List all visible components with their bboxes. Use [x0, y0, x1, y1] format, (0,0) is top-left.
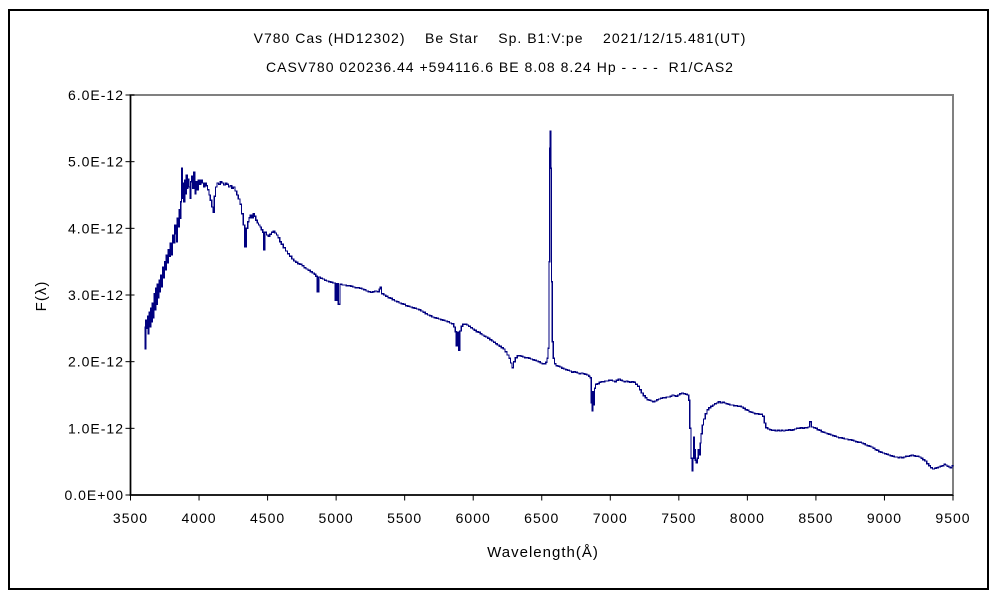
y-axis-tick-label: 2.0E-12 [68, 354, 124, 370]
y-axis-tick-label: 4.0E-12 [68, 220, 124, 236]
x-axis-tick-label: 8500 [798, 510, 833, 526]
x-axis-tick-labels: 3500 4000 4500 5000 5500 6000 6500 7000 7500 8000… [113, 510, 970, 526]
x-axis-tick-label: 9000 [867, 510, 902, 526]
y-axis-tick-label: 6.0E-12 [68, 87, 124, 103]
chart-title: V780 Cas (HD12302) Be Star Sp. B1:V:pe 2… [253, 30, 747, 46]
x-axis-tick-label: 6000 [456, 510, 491, 526]
x-axis-tick-label: 8000 [730, 510, 765, 526]
chart-outer-border [8, 9, 989, 590]
x-axis-tick-label: 6500 [524, 510, 559, 526]
x-axis-tick-label: 4000 [181, 510, 216, 526]
x-axis-tick-label: 7500 [661, 510, 696, 526]
y-axis-tick-labels: 0.0E+00 1.0E-12 2.0E-12 3.0E-12 4.0E-12 5.0E-… [64, 87, 124, 503]
axis-ticks [125, 94, 954, 501]
y-axis-title: F(λ) [33, 281, 50, 312]
plot-area-border [129, 94, 954, 496]
x-axis-tick-label: 5000 [319, 510, 354, 526]
chart-subtitle: CASV780 020236.44 +594116.6 BE 8.08 8.24… [266, 59, 734, 75]
x-axis-tick-label: 4500 [250, 510, 285, 526]
x-axis-title: Wavelength(Å) [487, 544, 599, 561]
y-axis-tick-label: 1.0E-12 [68, 420, 124, 436]
y-axis-tick-label: 0.0E+00 [64, 487, 124, 503]
x-axis-tick-label: 5500 [387, 510, 422, 526]
y-axis-tick-label: 3.0E-12 [68, 287, 124, 303]
spectrum-line [144, 130, 954, 472]
x-axis-tick-label: 9500 [935, 510, 970, 526]
y-axis-tick-label: 5.0E-12 [68, 154, 124, 170]
x-axis-tick-label: 7000 [593, 510, 628, 526]
x-axis-tick-label: 3500 [113, 510, 148, 526]
